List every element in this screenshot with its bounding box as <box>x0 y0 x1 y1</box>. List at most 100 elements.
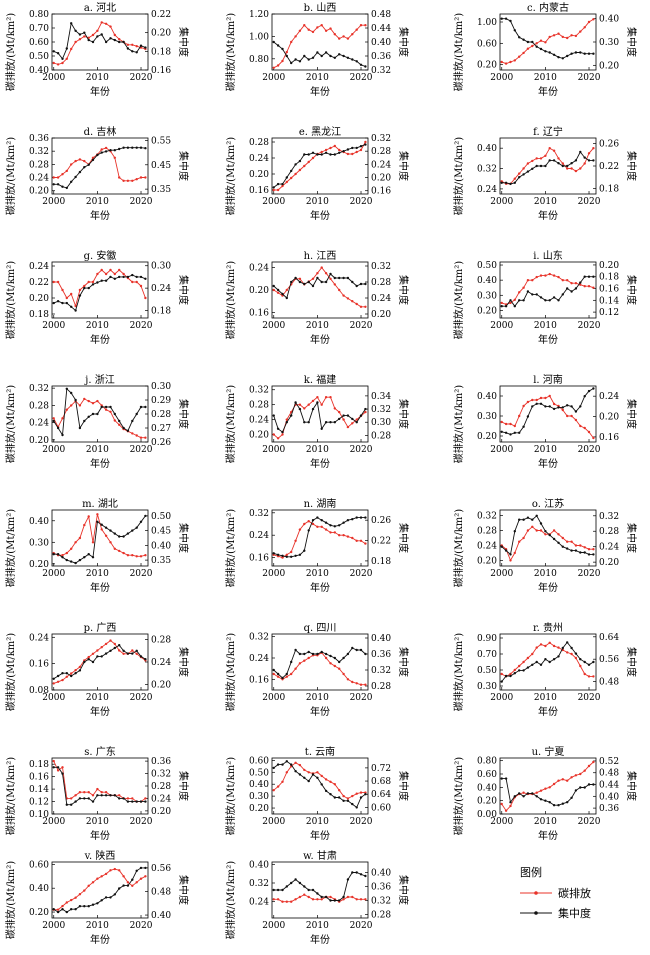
concentration-point <box>500 680 503 683</box>
emission-point <box>583 426 586 430</box>
concentration-point <box>324 652 328 656</box>
concentration-point <box>135 800 138 803</box>
concentration-point <box>113 532 117 535</box>
concentration-point <box>570 646 573 650</box>
concentration-point <box>329 272 332 276</box>
emission-point <box>592 675 595 678</box>
subplot: n. 湖南 2000 2010 2020 0.16 0.24 0.32 0.18 0.22 0.2… <box>224 497 410 594</box>
y2-tick-label: 0.16 <box>599 433 619 443</box>
emission-series-line <box>53 398 146 439</box>
y2-tick-label: 0.55 <box>151 136 171 146</box>
concentration-point <box>61 57 64 60</box>
concentration-point <box>587 389 591 393</box>
concentration-point <box>109 529 112 532</box>
emission-point <box>52 759 55 763</box>
x-axis-label: 年份 <box>538 705 558 718</box>
x-tick-label: 2020 <box>130 73 153 83</box>
emission-point <box>78 665 82 669</box>
x-tick-label: 2020 <box>130 321 153 331</box>
x-axis-label: 年份 <box>310 829 330 842</box>
y2-axis-label: 集中度 <box>625 647 638 677</box>
concentration-point <box>272 284 275 288</box>
y-tick-label: 0.10 <box>29 810 49 820</box>
concentration-point <box>109 649 112 652</box>
y-tick-label: 0.40 <box>29 66 49 76</box>
concentration-series-line <box>501 18 594 59</box>
concentration-point <box>316 652 319 656</box>
emission-point <box>557 275 560 279</box>
plot-frame <box>51 137 149 195</box>
emission-point <box>290 672 293 676</box>
emission-point <box>83 284 86 288</box>
concentration-point <box>307 529 310 532</box>
emission-point <box>359 898 363 901</box>
emission-point <box>539 274 543 277</box>
y2-tick-label: 0.24 <box>151 794 171 804</box>
emission-point <box>548 394 551 398</box>
concentration-series-line <box>273 872 366 901</box>
emission-point <box>135 434 138 437</box>
concentration-point <box>131 419 134 423</box>
emission-point <box>329 277 332 280</box>
concentration-point <box>272 552 275 555</box>
emission-point <box>118 649 121 652</box>
concentration-point <box>583 275 586 278</box>
concentration-point <box>135 51 138 54</box>
emission-series-line <box>273 894 366 903</box>
emission-point <box>574 282 578 285</box>
emission-point <box>294 539 297 542</box>
concentration-point <box>346 276 350 280</box>
concentration-series-line <box>53 147 146 189</box>
concentration-point <box>290 881 293 885</box>
concentration-point <box>52 677 55 680</box>
subplot-title: s. 广东 <box>84 745 116 758</box>
y-tick-label: 0.16 <box>249 675 269 685</box>
emission-series-line <box>501 18 594 65</box>
concentration-point <box>548 660 551 664</box>
concentration-point <box>324 151 328 154</box>
y2-tick-label: 0.32 <box>371 897 391 907</box>
y2-tick-label: 0.40 <box>371 869 391 879</box>
emission-point <box>526 656 530 660</box>
emission-point <box>74 159 77 163</box>
emission-point <box>113 156 117 159</box>
y2-tick-label: 0.40 <box>371 38 391 48</box>
subplot-title: r. 贵州 <box>533 621 563 634</box>
concentration-point <box>359 873 363 876</box>
y-axis-label: 碳排放/(Mt/km²) <box>224 861 237 939</box>
concentration-point <box>276 182 280 186</box>
concentration-point <box>518 176 521 179</box>
concentration-point <box>144 658 147 661</box>
y2-axis-label: 集中度 <box>397 151 410 181</box>
concentration-point <box>118 797 121 800</box>
emission-point <box>518 414 521 418</box>
concentration-point <box>513 181 516 184</box>
emission-point <box>65 901 69 904</box>
emission-point <box>144 554 147 557</box>
concentration-point <box>118 40 121 44</box>
emission-point <box>548 272 551 276</box>
subplot: k. 福建 2000 2010 2020 0.20 0.24 0.28 0.32 0.28 0.3… <box>224 373 410 470</box>
concentration-point <box>311 519 315 522</box>
emission-point <box>329 662 332 665</box>
concentration-point <box>592 660 595 664</box>
concentration-point <box>307 779 310 783</box>
emission-point <box>320 774 323 778</box>
emission-point <box>307 771 310 774</box>
y-axis-label: 碳排放/(Mt/km²) <box>4 13 17 91</box>
concentration-series-line <box>53 644 146 680</box>
concentration-point <box>587 52 591 55</box>
concentration-point <box>316 276 319 280</box>
plot-frame <box>271 757 369 815</box>
emission-point <box>548 786 551 789</box>
y-axis-label: 碳排放/(Mt/km²) <box>224 385 237 463</box>
concentration-point <box>333 56 336 59</box>
y-tick-label: 0.18 <box>29 310 49 320</box>
concentration-point <box>298 652 302 656</box>
emission-point <box>65 57 69 60</box>
concentration-point <box>276 427 280 430</box>
emission-point <box>513 668 516 672</box>
concentration-point <box>566 164 569 168</box>
concentration-point <box>531 518 534 521</box>
